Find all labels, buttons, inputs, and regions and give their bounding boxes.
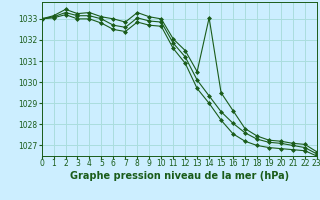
X-axis label: Graphe pression niveau de la mer (hPa): Graphe pression niveau de la mer (hPa): [70, 171, 289, 181]
